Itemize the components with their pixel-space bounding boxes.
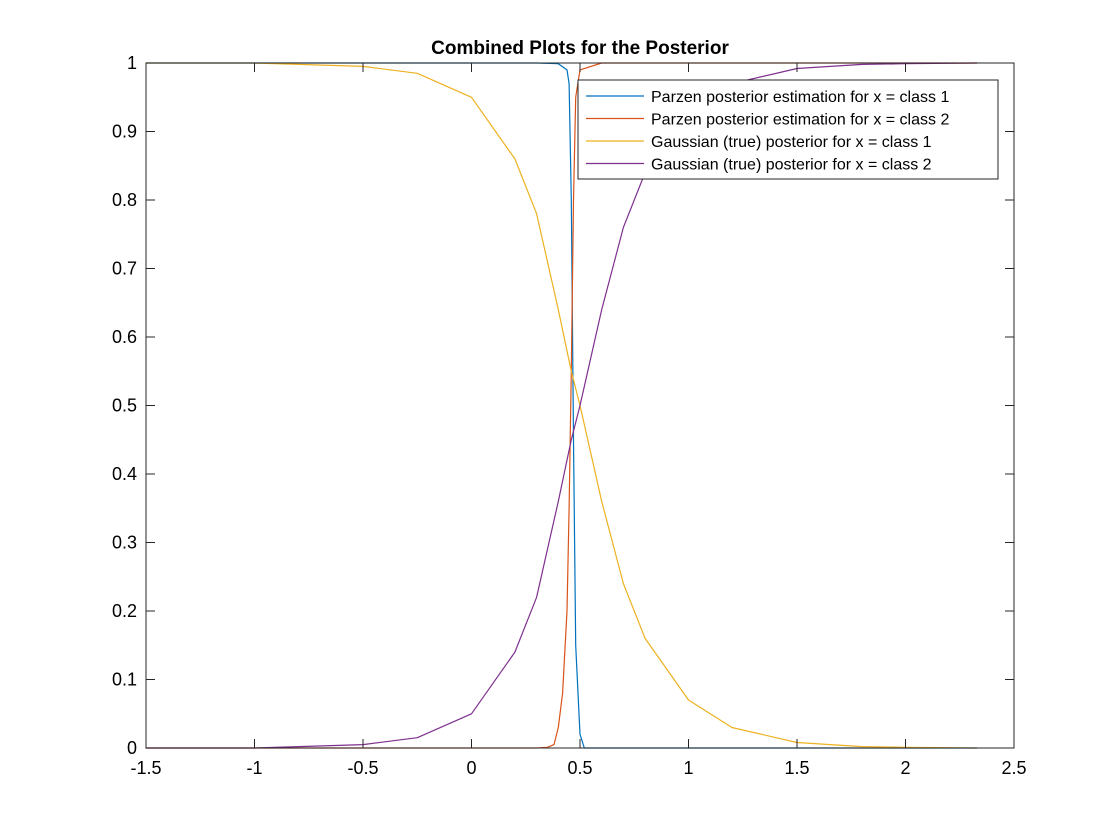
- legend-box: [577, 79, 999, 180]
- x-tick-label: -1: [246, 758, 262, 778]
- legend-label-4: Gaussian (true) posterior for x = class …: [651, 157, 932, 174]
- tick-layer: -1.5 -1 -0.5 0 0.5 1 1.5 2 2.5 0 0.1 0.2 0.3 0.4 0.5 0.…: [112, 53, 1027, 778]
- y-tick-label: 0.6: [112, 327, 137, 347]
- y-tick-label: 0.9: [112, 122, 137, 142]
- legend-label-1: Parzen posterior estimation for x = clas…: [651, 89, 949, 106]
- legend: Parzen posterior estimation for x = clas…: [577, 79, 999, 180]
- x-tick-label: -1.5: [130, 758, 161, 778]
- x-tick-label: 2.5: [1001, 758, 1026, 778]
- y-tick-label: 0.2: [112, 601, 137, 621]
- x-tick-label: 2: [900, 758, 910, 778]
- chart-title: Combined Plots for the Posterior: [431, 38, 729, 59]
- y-tick-label: 0.5: [112, 396, 137, 416]
- x-tick-label: 0: [466, 758, 476, 778]
- y-tick-label: 0.3: [112, 533, 137, 553]
- legend-label-2: Parzen posterior estimation for x = clas…: [651, 112, 949, 129]
- x-tick-label: 1.5: [784, 758, 809, 778]
- y-tick-label: 0: [127, 738, 137, 758]
- y-tick-label: 0.7: [112, 259, 137, 279]
- x-tick-label: 0.5: [567, 758, 592, 778]
- x-tick-label: 1: [683, 758, 693, 778]
- y-tick-label: 0.4: [112, 464, 137, 484]
- y-tick-label: 0.8: [112, 190, 137, 210]
- y-tick-label: 0.1: [112, 670, 137, 690]
- x-tick-label: -0.5: [347, 758, 378, 778]
- legend-label-3: Gaussian (true) posterior for x = class …: [651, 134, 932, 151]
- y-tick-label: 1: [127, 53, 137, 73]
